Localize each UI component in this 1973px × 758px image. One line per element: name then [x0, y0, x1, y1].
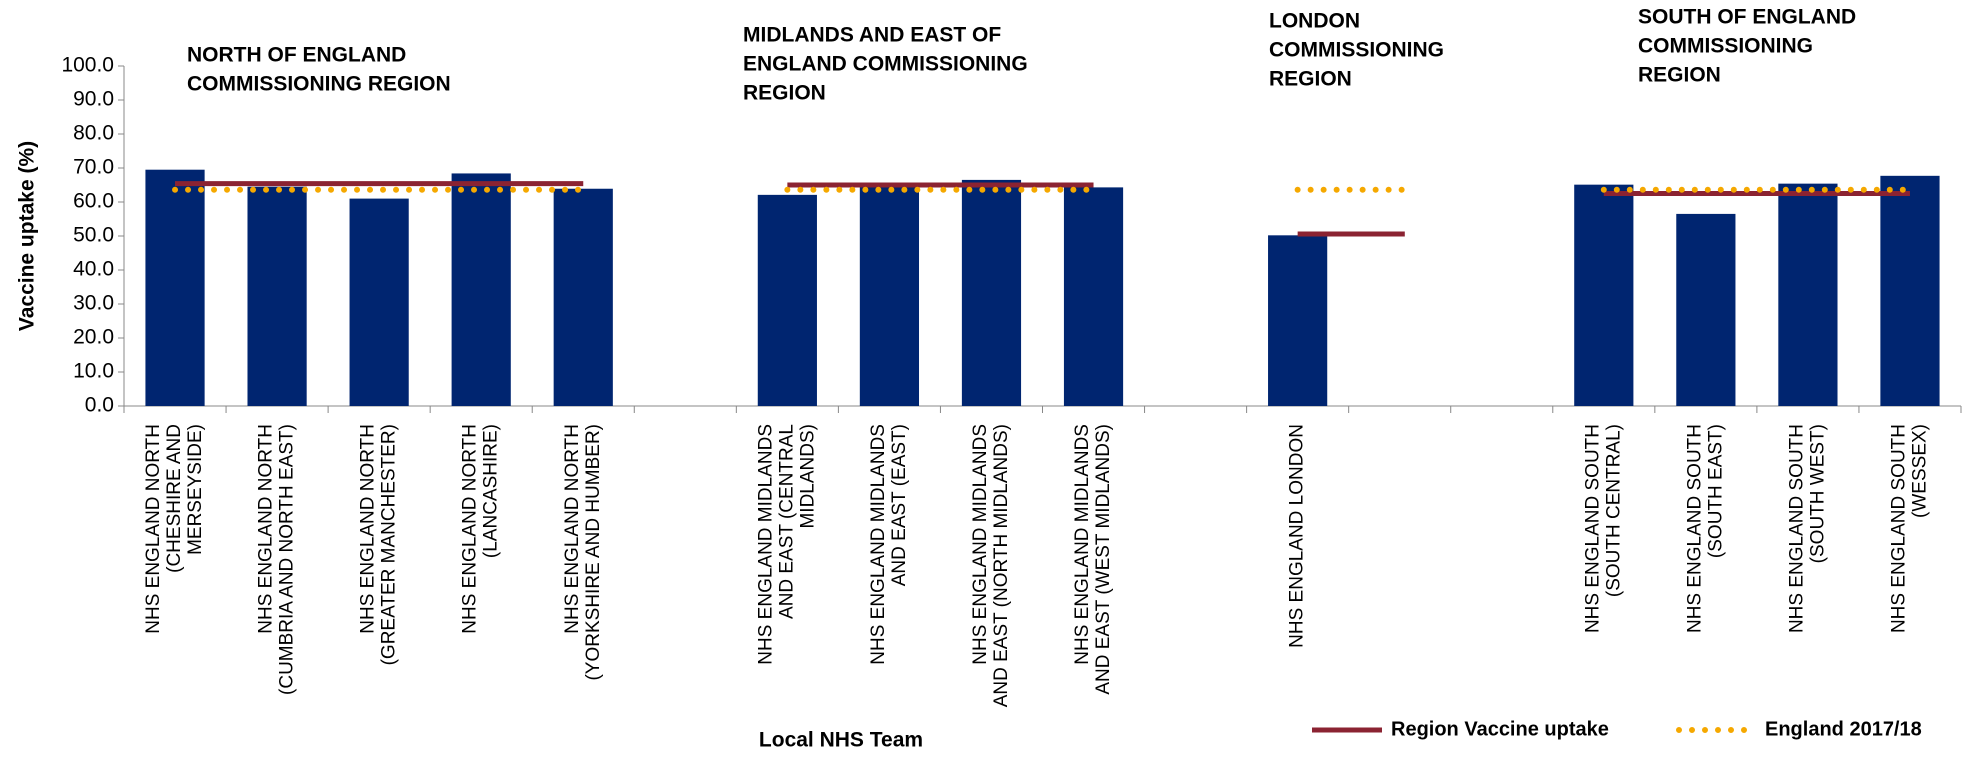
region-annotation: ENGLAND COMMISSIONING	[743, 53, 1028, 76]
x-tick-label: AND EAST (EAST)	[889, 424, 910, 586]
x-tick-label: NHS ENGLAND NORTH	[460, 424, 481, 634]
region-annotation: LONDON	[1269, 10, 1360, 33]
x-tick-label: NHS ENGLAND NORTH	[143, 424, 164, 634]
region-annotation: REGION	[1269, 68, 1352, 91]
x-axis-title: Local NHS Team	[759, 729, 923, 752]
y-tick-label: 40.0	[73, 258, 114, 281]
x-tick-label: NHS ENGLAND SOUTH	[1888, 424, 1909, 633]
region-annotation: REGION	[743, 82, 826, 105]
legend-label: Region Vaccine uptake	[1391, 718, 1609, 740]
y-tick-label: 70.0	[73, 156, 114, 179]
y-tick-label: 0.0	[85, 394, 114, 417]
region-annotation: COMMISSIONING REGION	[187, 73, 451, 96]
x-tick-label: (SOUTH EAST)	[1705, 424, 1726, 558]
x-tick-label: NHS ENGLAND SOUTH	[1582, 424, 1603, 633]
region-annotation: COMMISSIONING	[1269, 39, 1444, 62]
bar	[1778, 183, 1838, 406]
region-annotation: COMMISSIONING	[1638, 35, 1813, 58]
y-tick-label: 60.0	[73, 190, 114, 213]
y-axis-title: Vaccine uptake (%)	[16, 141, 39, 331]
x-tick-label: NHS ENGLAND NORTH	[256, 424, 277, 634]
region-annotation: MIDLANDS AND EAST OF	[743, 24, 1001, 47]
legend-label: England 2017/18	[1765, 718, 1922, 740]
bar	[1063, 187, 1124, 406]
bar	[859, 186, 920, 406]
x-tick-label: NHS ENGLAND MIDLANDS	[755, 424, 776, 665]
x-tick-label: NHS ENGLAND MIDLANDS	[868, 424, 889, 665]
x-tick-label: NHS ENGLAND MIDLANDS	[970, 424, 991, 665]
region-annotation: NORTH OF ENGLAND	[187, 44, 406, 67]
bar	[349, 198, 409, 406]
x-tick-label: NHS ENGLAND NORTH	[358, 424, 379, 634]
y-tick-label: 50.0	[73, 224, 114, 247]
x-tick-label: (SOUTH CENTRAL)	[1603, 424, 1624, 597]
x-tick-label: NHS ENGLAND NORTH	[562, 424, 583, 634]
x-tick-label: NHS ENGLAND MIDLANDS	[1072, 424, 1093, 665]
x-tick-label: MERSEYSIDE)	[185, 424, 206, 555]
x-tick-label: (WESSEX)	[1909, 424, 1930, 518]
x-tick-label: NHS ENGLAND SOUTH	[1684, 424, 1705, 633]
y-tick-label: 30.0	[73, 292, 114, 315]
x-tick-label: (GREATER MANCHESTER)	[379, 424, 400, 665]
x-tick-label: (YORKSHIRE AND HUMBER)	[583, 424, 604, 681]
x-tick-label: MIDLANDS)	[797, 424, 818, 529]
bar	[1268, 235, 1328, 406]
x-tick-label: (SOUTH WEST)	[1807, 424, 1828, 563]
bar	[451, 173, 511, 406]
x-tick-label: AND EAST (NORTH MIDLANDS)	[991, 424, 1012, 707]
bar	[1676, 213, 1736, 406]
x-tick-label: NHS ENGLAND SOUTH	[1786, 424, 1807, 633]
y-tick-label: 100.0	[61, 54, 114, 77]
region-annotation: REGION	[1638, 64, 1721, 87]
x-tick-label: (CHESHIRE AND	[164, 424, 185, 573]
y-tick-label: 90.0	[73, 88, 114, 111]
bar	[247, 186, 307, 406]
x-tick-label: (LANCASHIRE)	[481, 424, 502, 558]
y-tick-label: 80.0	[73, 122, 114, 145]
region-annotation: SOUTH OF ENGLAND	[1638, 6, 1856, 29]
bar	[757, 194, 817, 406]
bar	[961, 179, 1022, 406]
bar	[1880, 175, 1940, 406]
x-tick-label: NHS ENGLAND LONDON	[1287, 424, 1308, 648]
x-tick-label: AND EAST (CENTRAL	[776, 424, 797, 619]
bar	[1574, 184, 1634, 406]
bar	[145, 169, 205, 406]
bar	[553, 188, 613, 406]
y-tick-label: 20.0	[73, 326, 114, 349]
y-tick-label: 10.0	[73, 360, 114, 383]
x-tick-label: (CUMBRIA AND NORTH EAST)	[277, 424, 298, 695]
x-tick-label: AND EAST (WEST MIDLANDS)	[1093, 424, 1114, 695]
